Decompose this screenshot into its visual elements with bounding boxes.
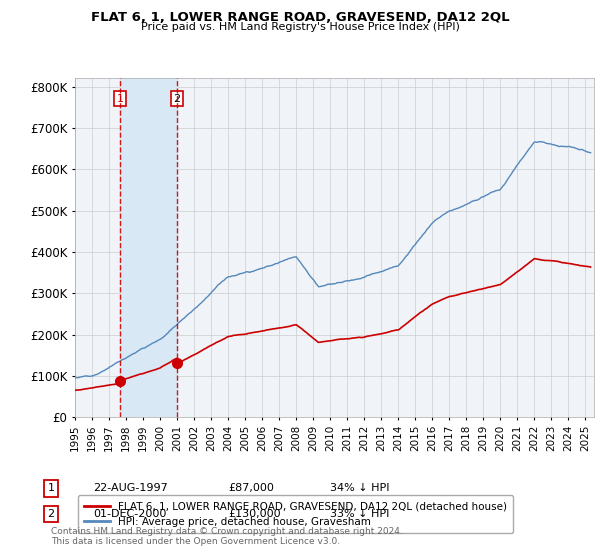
Text: FLAT 6, 1, LOWER RANGE ROAD, GRAVESEND, DA12 2QL: FLAT 6, 1, LOWER RANGE ROAD, GRAVESEND, … [91,11,509,24]
Text: 2: 2 [47,509,55,519]
Text: 34% ↓ HPI: 34% ↓ HPI [330,483,389,493]
Legend: FLAT 6, 1, LOWER RANGE ROAD, GRAVESEND, DA12 2QL (detached house), HPI: Average : FLAT 6, 1, LOWER RANGE ROAD, GRAVESEND, … [77,495,514,533]
Text: 1: 1 [116,94,124,104]
Text: Price paid vs. HM Land Registry's House Price Index (HPI): Price paid vs. HM Land Registry's House … [140,22,460,32]
Text: 01-DEC-2000: 01-DEC-2000 [93,509,166,519]
Text: 33% ↓ HPI: 33% ↓ HPI [330,509,389,519]
Text: 22-AUG-1997: 22-AUG-1997 [93,483,168,493]
Text: £87,000: £87,000 [228,483,274,493]
Text: £130,000: £130,000 [228,509,281,519]
Text: 2: 2 [173,94,181,104]
Text: 1: 1 [47,483,55,493]
Bar [120,78,177,417]
Text: Contains HM Land Registry data © Crown copyright and database right 2024.
This d: Contains HM Land Registry data © Crown c… [51,526,403,546]
